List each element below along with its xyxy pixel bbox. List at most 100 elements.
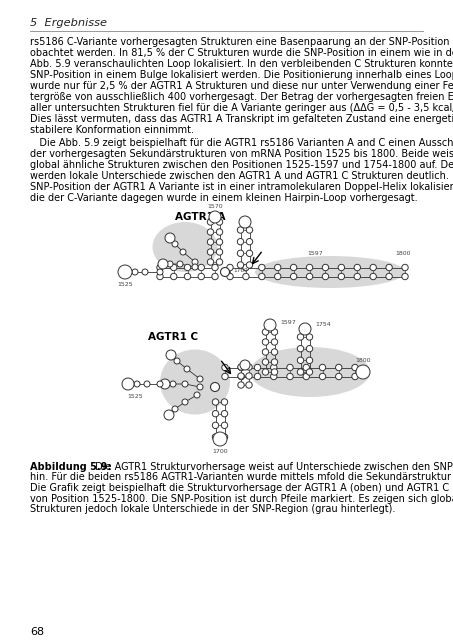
Circle shape xyxy=(170,273,177,280)
Circle shape xyxy=(386,273,392,280)
Circle shape xyxy=(297,346,304,352)
Circle shape xyxy=(222,410,228,417)
Text: 1800: 1800 xyxy=(395,251,411,256)
Circle shape xyxy=(319,373,326,380)
Text: 1525: 1525 xyxy=(117,282,133,287)
Circle shape xyxy=(212,399,219,405)
Circle shape xyxy=(303,373,309,380)
Circle shape xyxy=(246,262,253,268)
Circle shape xyxy=(239,216,251,228)
Circle shape xyxy=(227,273,233,280)
Circle shape xyxy=(402,273,408,280)
Circle shape xyxy=(157,273,163,280)
Text: 1700: 1700 xyxy=(212,449,228,454)
Circle shape xyxy=(246,372,252,379)
Circle shape xyxy=(157,264,163,271)
Circle shape xyxy=(238,373,245,380)
Circle shape xyxy=(207,219,214,225)
Circle shape xyxy=(259,273,265,280)
Circle shape xyxy=(306,273,313,280)
Text: von Position 1525-1800. Die SNP-Position ist durch Pfeile markiert. Es zeigen si: von Position 1525-1800. Die SNP-Position… xyxy=(30,493,453,504)
Circle shape xyxy=(246,239,253,245)
Circle shape xyxy=(222,364,228,371)
Circle shape xyxy=(144,381,150,387)
Circle shape xyxy=(216,239,223,245)
Circle shape xyxy=(352,373,358,380)
Circle shape xyxy=(222,399,228,405)
Circle shape xyxy=(338,264,345,271)
Circle shape xyxy=(290,264,297,271)
Circle shape xyxy=(170,264,177,271)
Circle shape xyxy=(222,434,228,440)
Circle shape xyxy=(370,273,376,280)
Circle shape xyxy=(352,364,358,371)
Circle shape xyxy=(194,392,200,398)
Ellipse shape xyxy=(255,256,405,288)
Circle shape xyxy=(262,329,269,335)
Circle shape xyxy=(290,273,297,280)
Circle shape xyxy=(177,261,183,267)
Circle shape xyxy=(170,381,176,387)
Circle shape xyxy=(167,261,173,267)
Circle shape xyxy=(216,228,223,235)
Circle shape xyxy=(238,364,244,370)
Circle shape xyxy=(259,264,265,271)
Circle shape xyxy=(238,364,245,371)
Text: die der C-Variante dagegen wurde in einem kleinen Hairpin-Loop vorhergesagt.: die der C-Variante dagegen wurde in eine… xyxy=(30,193,418,203)
Circle shape xyxy=(354,273,361,280)
Circle shape xyxy=(207,249,214,255)
Circle shape xyxy=(262,339,269,345)
Circle shape xyxy=(182,381,188,387)
Circle shape xyxy=(306,334,313,340)
Circle shape xyxy=(134,381,140,387)
Text: Abbildung 5.9:: Abbildung 5.9: xyxy=(30,462,111,472)
Text: 1525: 1525 xyxy=(127,394,143,399)
Circle shape xyxy=(198,264,204,271)
Text: SNP-Position in einem Bulge lokalisiert werden. Die Positionierung innerhalb ein: SNP-Position in einem Bulge lokalisiert … xyxy=(30,70,453,80)
Circle shape xyxy=(212,273,218,280)
Circle shape xyxy=(182,399,188,405)
Circle shape xyxy=(157,381,163,387)
Circle shape xyxy=(336,373,342,380)
Circle shape xyxy=(166,350,176,360)
Circle shape xyxy=(306,346,313,352)
Circle shape xyxy=(172,241,178,247)
Circle shape xyxy=(222,373,228,380)
Circle shape xyxy=(254,364,260,371)
Circle shape xyxy=(336,364,342,371)
Text: 5  Ergebnisse: 5 Ergebnisse xyxy=(30,18,107,28)
Text: Strukturen jedoch lokale Unterschiede in der SNP-Region (grau hinterlegt).: Strukturen jedoch lokale Unterschiede in… xyxy=(30,504,395,514)
Circle shape xyxy=(207,239,214,245)
Circle shape xyxy=(262,369,269,375)
Ellipse shape xyxy=(160,349,230,415)
Circle shape xyxy=(180,249,186,255)
Circle shape xyxy=(306,264,313,271)
Text: 68: 68 xyxy=(30,627,44,637)
Circle shape xyxy=(271,359,278,365)
Circle shape xyxy=(306,357,313,364)
Circle shape xyxy=(238,382,244,388)
Circle shape xyxy=(246,250,253,257)
Circle shape xyxy=(271,349,278,355)
Circle shape xyxy=(386,264,392,271)
Circle shape xyxy=(207,228,214,235)
Text: werden lokale Unterschiede zwischen den AGTR1 A und AGTR1 C Strukturen deutlich.: werden lokale Unterschiede zwischen den … xyxy=(30,171,453,181)
Circle shape xyxy=(287,373,293,380)
Circle shape xyxy=(172,406,178,412)
Ellipse shape xyxy=(250,347,370,397)
Circle shape xyxy=(164,410,174,420)
Text: SNP-Position der AGTR1 A Variante ist in einer intramolekularen Doppel-Helix lok: SNP-Position der AGTR1 A Variante ist in… xyxy=(30,182,453,192)
Text: stabilere Konformation einnimmt.: stabilere Konformation einnimmt. xyxy=(30,125,194,135)
Circle shape xyxy=(240,360,250,370)
Circle shape xyxy=(122,378,134,390)
Circle shape xyxy=(222,422,228,429)
Circle shape xyxy=(227,264,233,271)
Circle shape xyxy=(157,269,163,275)
Circle shape xyxy=(192,259,198,265)
Circle shape xyxy=(238,372,244,379)
Circle shape xyxy=(174,358,180,364)
Text: 1597: 1597 xyxy=(307,251,323,256)
Circle shape xyxy=(132,269,138,275)
Circle shape xyxy=(270,364,277,371)
Circle shape xyxy=(237,250,244,257)
